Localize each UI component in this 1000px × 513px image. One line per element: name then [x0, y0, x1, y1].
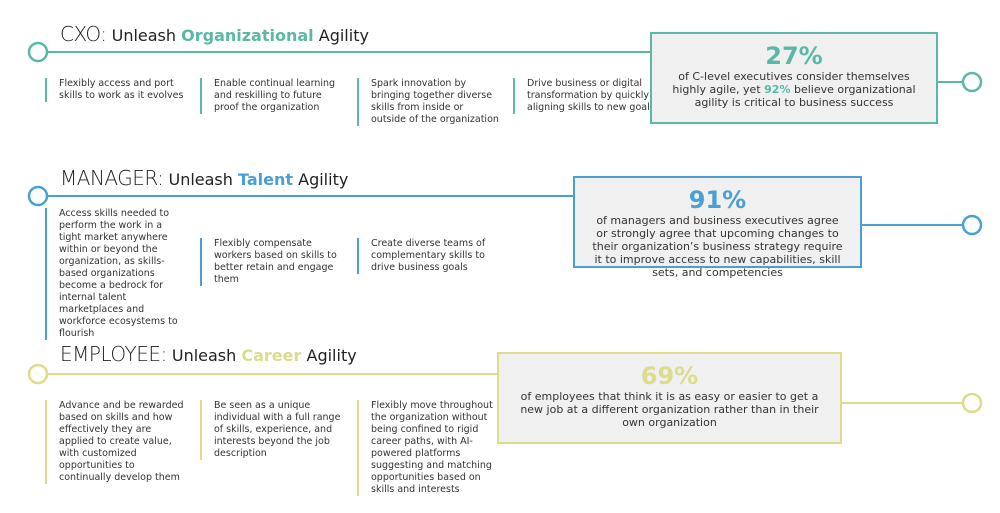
role: CXO:: [60, 22, 107, 46]
stat-text: of managers and business executives agre…: [592, 214, 843, 279]
lead: Unleash: [111, 26, 177, 45]
item: Drive business or digital transformation…: [513, 78, 655, 114]
item: Be seen as a unique individual with a fu…: [200, 400, 342, 460]
stat-box: 69% of employees that think it is as easy…: [497, 352, 842, 444]
stat-value: 69%: [640, 362, 699, 390]
tail: Agility: [306, 346, 357, 365]
lead: Unleash: [171, 346, 237, 365]
section-title: MANAGER: Unleash Talent Agility: [60, 166, 348, 190]
item: Enable continual learning and reskilling…: [200, 78, 342, 114]
stat-text: believe organizational agility is critic…: [694, 83, 916, 109]
stat-box: 91% of managers and business executives a…: [573, 176, 862, 279]
tail: Agility: [318, 26, 369, 45]
role: EMPLOYEE:: [60, 342, 167, 366]
stat-value: 27%: [765, 42, 823, 70]
stat-text: of C-level executives consider themselve…: [672, 70, 910, 96]
node-circle: [961, 214, 983, 236]
stat-value: 91%: [688, 186, 747, 214]
role: MANAGER:: [60, 166, 164, 190]
stat-highlight: 92%: [764, 83, 791, 96]
item: Spark innovation by bringing together di…: [357, 78, 499, 126]
section-title: CXO: Unleash Organizational Agility: [60, 22, 369, 46]
node-circle: [961, 71, 983, 93]
item: Flexibly access and port skills to work …: [45, 78, 187, 102]
section-title: EMPLOYEE: Unleash Career Agility: [60, 342, 357, 366]
node-circle: [27, 185, 49, 207]
lead: Unleash: [168, 170, 233, 189]
item: Create diverse teams of complementary sk…: [357, 238, 499, 274]
stat-box: 27% of C-level executives consider themse…: [650, 32, 938, 124]
stat-text: of employees that think it is as easy or…: [520, 390, 819, 429]
keyword: Talent: [238, 170, 294, 189]
item: Advance and be rewarded based on skills …: [45, 400, 187, 484]
node-circle: [27, 41, 49, 63]
tail: Agility: [298, 170, 349, 189]
keyword: Career: [241, 346, 302, 365]
node-circle: [27, 363, 49, 385]
node-circle: [961, 392, 983, 414]
item: Flexibly compensate workers based on ski…: [200, 238, 342, 286]
keyword: Organizational: [181, 26, 314, 45]
item: Flexibly move throughout the organizatio…: [357, 400, 499, 496]
item: Access skills needed to perform the work…: [45, 208, 187, 340]
